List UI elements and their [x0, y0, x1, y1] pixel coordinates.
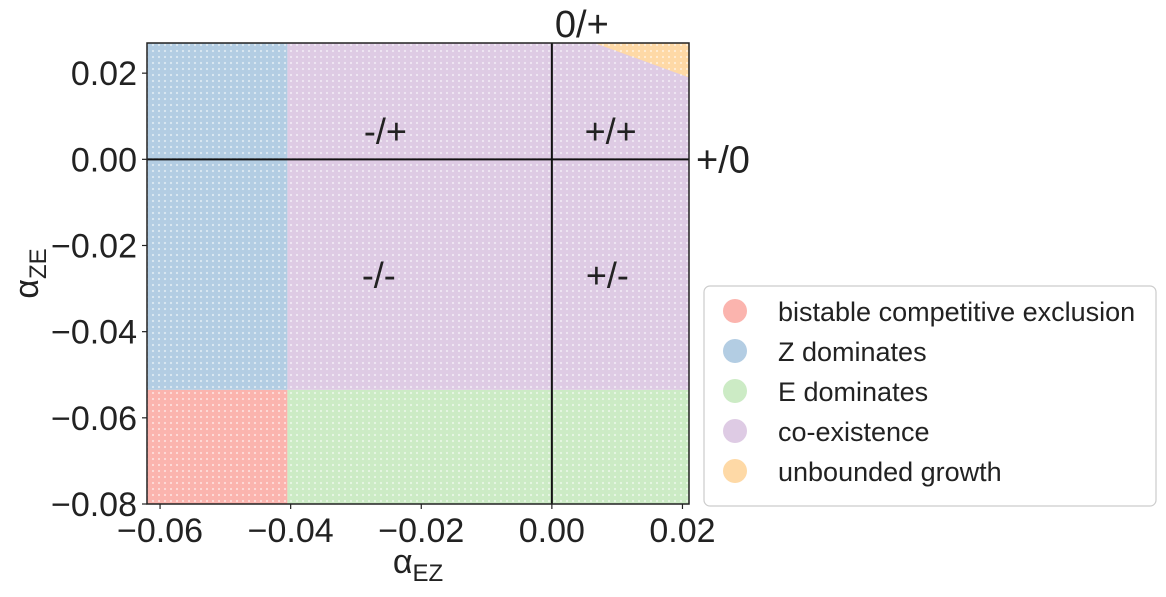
x-tick-label: −0.04: [248, 512, 334, 550]
y-tick-label: 0.00: [71, 141, 137, 179]
legend-marker: [723, 339, 747, 363]
x-tick-label: 0.02: [649, 512, 715, 550]
x-tick-label: 0.00: [519, 512, 585, 550]
y-tick-label: −0.06: [51, 400, 137, 438]
legend-entry-label: co-existence: [778, 417, 930, 447]
quadrant-label: +/-: [586, 255, 629, 296]
quadrant-label: -/-: [362, 255, 396, 296]
legend-entry-label: Z dominates: [778, 337, 927, 367]
y-tick-label: −0.08: [51, 486, 137, 524]
legend-frame: [703, 285, 1157, 507]
quadrant-annotations: -/+ +/+ -/- +/- 0/+ +/0: [362, 4, 750, 296]
quadrant-label: +/+: [585, 110, 637, 151]
quadrant-label: -/+: [364, 110, 407, 151]
legend-entry-label: E dominates: [778, 377, 928, 407]
axis-ticks: −0.06 −0.04 −0.02 0.00 0.02 0.02 0.00 −0.02 −0.0…: [51, 55, 716, 550]
legend-marker: [723, 459, 747, 483]
plot-frame: [146, 42, 690, 505]
edge-label-top: 0/+: [555, 4, 609, 46]
legend-marker: [723, 419, 747, 443]
legend-marker: [723, 379, 747, 403]
edge-label-right: +/0: [696, 139, 750, 181]
y-axis-label: αZE: [8, 248, 52, 298]
legend: bistable competitive exclusion Z dominate…: [703, 285, 1157, 507]
legend-marker: [723, 299, 747, 323]
y-tick-label: −0.04: [51, 314, 137, 352]
y-tick-label: −0.02: [51, 227, 137, 265]
x-tick-label: −0.06: [117, 512, 203, 550]
legend-entry-label: bistable competitive exclusion: [778, 297, 1135, 327]
x-tick-label: −0.02: [378, 512, 464, 550]
y-tick-label: 0.02: [71, 55, 137, 93]
x-axis-label: αEZ: [393, 543, 443, 587]
reference-lines: [147, 43, 689, 504]
sample-dot-grid: [147, 43, 689, 504]
legend-entry-label: unbounded growth: [778, 457, 1002, 487]
